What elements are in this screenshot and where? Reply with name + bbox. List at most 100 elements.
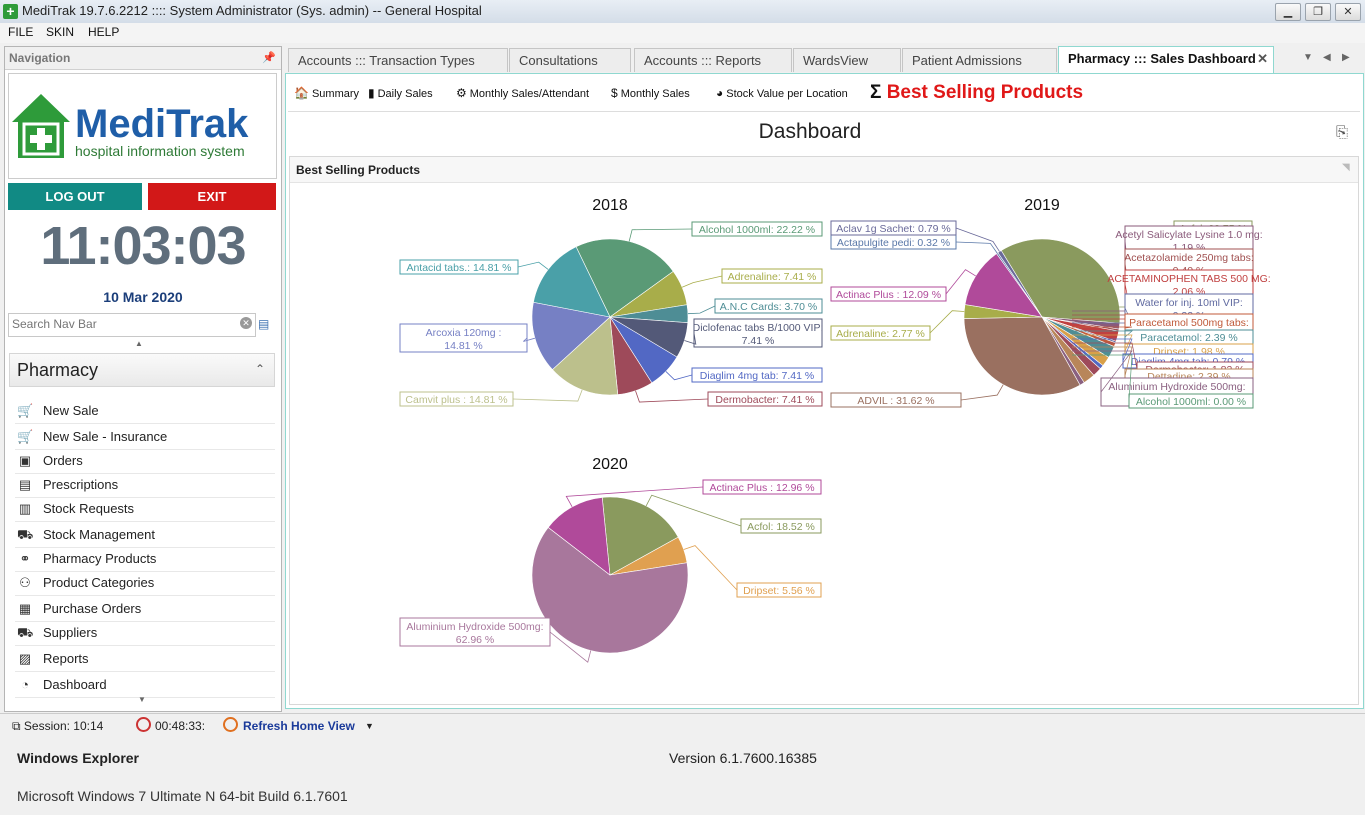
pie-label-text: Paracetamol: 2.39 % — [1140, 332, 1237, 344]
restore-button[interactable]: ❐ — [1305, 3, 1331, 21]
pie-label-text: Alcohol 1000ml: 0.00 % — [1136, 396, 1246, 408]
pie-label-text: Dermobacter: 7.41 % — [715, 394, 814, 406]
pie-slice[interactable] — [531, 526, 689, 654]
nav-item-pharmacy-products[interactable]: ⚭ Pharmacy Products — [15, 547, 275, 572]
navigation-panel: Navigation 📌 MediTrak hospital informati… — [4, 46, 282, 712]
search-input[interactable] — [9, 314, 235, 334]
pie-leader-line — [960, 384, 1004, 401]
logout-button[interactable]: LOG OUT — [8, 183, 142, 210]
tab-sales-dashboard[interactable]: Pharmacy ::: Sales Dashboard ✕ — [1058, 46, 1274, 73]
scroll-up-icon[interactable]: ▲ — [135, 339, 143, 348]
menu-file[interactable]: FILE — [8, 25, 34, 39]
pie-label: Aclav 1g Sachet: 0.79 % — [830, 220, 957, 236]
pie-leader-line — [684, 332, 697, 345]
about-os: Microsoft Windows 7 Ultimate N 64-bit Bu… — [17, 788, 348, 804]
nav-item-prescriptions[interactable]: ▤ Prescriptions — [15, 473, 275, 498]
nav-item-new-sale-insurance[interactable]: 🛒 New Sale - Insurance — [15, 425, 275, 450]
pie-label-text: Aluminium Hydroxide 500mg: — [1108, 381, 1245, 393]
title-bar: + MediTrak 19.7.6.2212 :::: System Admin… — [0, 0, 1365, 24]
export-icon[interactable]: ⎘ — [1336, 124, 1349, 141]
nav-item-reports[interactable]: ▨ Reports — [15, 647, 275, 672]
menu-skin[interactable]: SKIN — [46, 25, 75, 39]
nav-item-orders[interactable]: ▣ Orders — [15, 449, 275, 474]
tab-label: Accounts ::: Transaction Types — [298, 53, 475, 68]
pie-label-text: Acetazolamide 250mg tabs: — [1124, 252, 1254, 264]
pie-label-text: ACETAMINOPHEN TABS 500 MG: — [1107, 273, 1270, 285]
nav-item-purchase-orders[interactable]: ▦ Purchase Orders — [15, 597, 275, 622]
nav-item-new-sale[interactable]: 🛒 New Sale — [15, 399, 275, 424]
pie-slice[interactable] — [547, 497, 611, 576]
tab-transaction-types[interactable]: Accounts ::: Transaction Types — [288, 48, 508, 72]
pie-label-text: Camvit plus : 14.81 % — [405, 394, 507, 406]
pie-label: Acfol: 18.52 % — [740, 518, 822, 534]
pie-leader-line — [549, 631, 592, 663]
menu-help[interactable]: HELP — [88, 25, 120, 39]
best-selling-button[interactable]: Σ Best Selling Products — [870, 82, 1083, 104]
nav-item-label: New Sale — [43, 403, 99, 418]
timer-value: 00:48:33: — [155, 719, 206, 733]
nav-header-title: Navigation — [9, 51, 71, 65]
tab-wardsview[interactable]: WardsView — [793, 48, 901, 72]
monthly-attendant-label: Monthly Sales/Attendant — [469, 88, 590, 100]
nav-item-label: Dashboard — [43, 677, 107, 692]
pie-label-text: Antacid tabs.: 14.81 % — [406, 262, 511, 274]
tab-scroll-left-icon[interactable]: ◀ — [1323, 52, 1331, 63]
pie-leader-line — [645, 494, 742, 527]
pharmacy-group-header[interactable]: Pharmacy ⌃ — [9, 353, 275, 387]
refresh-dropdown-icon[interactable]: ▼ — [365, 721, 374, 731]
pills-icon: ⚭ — [19, 551, 31, 566]
dashboard-toolbar: 🏠 Summary ▮ Daily Sales ⚙ Monthly Sales/Att… — [288, 75, 1360, 112]
tab-list-dropdown-icon[interactable]: ▼ — [1303, 52, 1313, 63]
dashboard-title: Dashboard — [758, 120, 862, 143]
pie-leader-line — [1072, 354, 1133, 402]
pie-slice[interactable] — [964, 253, 1043, 318]
pie-leader-line — [681, 275, 723, 288]
close-icon[interactable]: ✕ — [1257, 51, 1268, 66]
pie-slice[interactable] — [531, 301, 611, 371]
tab-accounts-reports[interactable]: Accounts ::: Reports — [634, 48, 792, 72]
pin-icon[interactable]: 📌 — [262, 52, 276, 64]
pie-slice[interactable] — [963, 316, 1081, 396]
minimize-button[interactable]: ▁ — [1275, 3, 1301, 21]
summary-button[interactable]: 🏠 Summary — [294, 86, 359, 100]
stock-value-button[interactable]: ◕ Stock Value per Location — [716, 86, 848, 100]
exit-button[interactable]: EXIT — [148, 183, 276, 210]
pie-slice[interactable] — [1000, 238, 1121, 324]
nav-item-stock-requests[interactable]: ▥ Stock Requests — [15, 497, 275, 522]
pie-leader-line — [1072, 326, 1133, 329]
pie-leader-line — [955, 227, 1000, 252]
pie-slice[interactable] — [601, 496, 679, 576]
scroll-down-icon[interactable]: ▼ — [138, 695, 146, 704]
nav-item-product-categories[interactable]: ⚇ Product Categories — [15, 571, 275, 596]
pie-slice[interactable] — [575, 238, 674, 318]
pie-slice[interactable] — [552, 316, 619, 396]
tab-patient-admissions[interactable]: Patient Admissions — [902, 48, 1057, 72]
stock-icon: ⛟ — [17, 527, 34, 542]
close-window-button[interactable]: ✕ — [1335, 3, 1361, 21]
clear-icon[interactable]: ✕ — [240, 317, 252, 329]
monthly-attendant-button[interactable]: ⚙ Monthly Sales/Attendant — [456, 86, 589, 100]
nav-item-label: Pharmacy Products — [43, 551, 157, 566]
nav-item-dashboard[interactable]: ◔ Dashboard — [15, 673, 275, 698]
pie-label-text: Acetyl Salicylate Lysine 1.0 mg: — [1115, 229, 1262, 241]
pie-label-text: 14.81 % — [444, 340, 483, 352]
pie-label-text: Actapulgite pedi: 0.32 % — [837, 237, 950, 249]
chevron-up-icon[interactable]: ⌃ — [255, 362, 266, 376]
nav-item-suppliers[interactable]: ⛟ Suppliers — [15, 621, 275, 646]
tab-scroll-right-icon[interactable]: ▶ — [1342, 52, 1350, 63]
chart-title: 2020 — [592, 456, 628, 473]
search-options-icon[interactable]: ▤ — [258, 317, 270, 331]
daily-sales-button[interactable]: ▮ Daily Sales — [368, 86, 433, 100]
tab-consultations[interactable]: Consultations — [509, 48, 631, 72]
pie-label-text: Aclav 1g Sachet: 0.79 % — [836, 223, 950, 235]
pie-label: Adrenaline: 7.41 % — [721, 268, 823, 284]
panel-pin-icon[interactable]: ◥ — [1342, 162, 1350, 173]
pie-label-text: ADVIL : 31.62 % — [857, 395, 934, 407]
monthly-sales-button[interactable]: $ Monthly Sales — [611, 86, 690, 100]
pie-label-text: 7.41 % — [742, 335, 775, 347]
refresh-home-view-button[interactable]: Refresh Home View — [243, 719, 355, 733]
panel-header: Best Selling Products ◥ — [290, 157, 1358, 183]
nav-item-stock-management[interactable]: ⛟ Stock Management — [15, 523, 275, 548]
clipboard-icon: ▥ — [18, 501, 32, 516]
clock: 11:03:03 — [40, 216, 246, 276]
